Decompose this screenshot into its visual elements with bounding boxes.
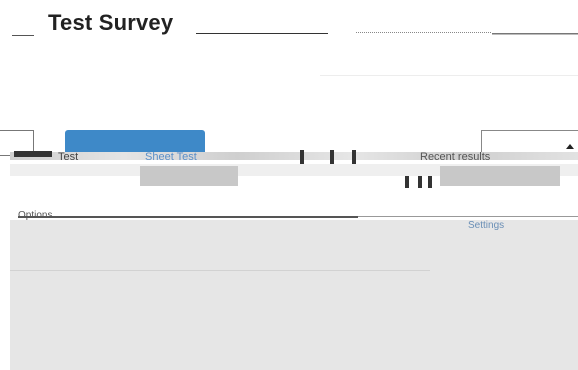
page-title: Test Survey (48, 10, 174, 35)
header-right-line (492, 33, 578, 35)
caret-up-icon[interactable] (566, 144, 574, 149)
tab-label-test[interactable]: Test (58, 151, 79, 163)
content-divider (18, 216, 358, 218)
tab-mark (352, 150, 356, 164)
tab-mark (300, 150, 304, 164)
tab-block (440, 166, 560, 186)
content-label-settings[interactable]: Settings (468, 220, 505, 231)
header-divider (320, 75, 578, 76)
header-dotted-line (356, 32, 491, 33)
tab-label-sheet-test[interactable]: Sheet Test (145, 151, 197, 163)
tab-mark (330, 150, 334, 164)
tab-mark (14, 151, 52, 157)
content-row-divider (10, 270, 430, 271)
tab-mark (428, 176, 432, 188)
tab-bar: Test Sheet Test Recent results (0, 130, 578, 188)
tab-label-recent-results[interactable]: Recent results (420, 151, 491, 163)
tab-strip (10, 152, 578, 160)
tab-mark (405, 176, 409, 188)
tab-block (140, 166, 238, 186)
content-panel (10, 220, 578, 370)
title-underline (196, 33, 328, 34)
header-dash (12, 35, 34, 36)
content-label-options: Options (18, 210, 52, 221)
content-divider-secondary (358, 216, 578, 217)
tab-mark (418, 176, 422, 188)
